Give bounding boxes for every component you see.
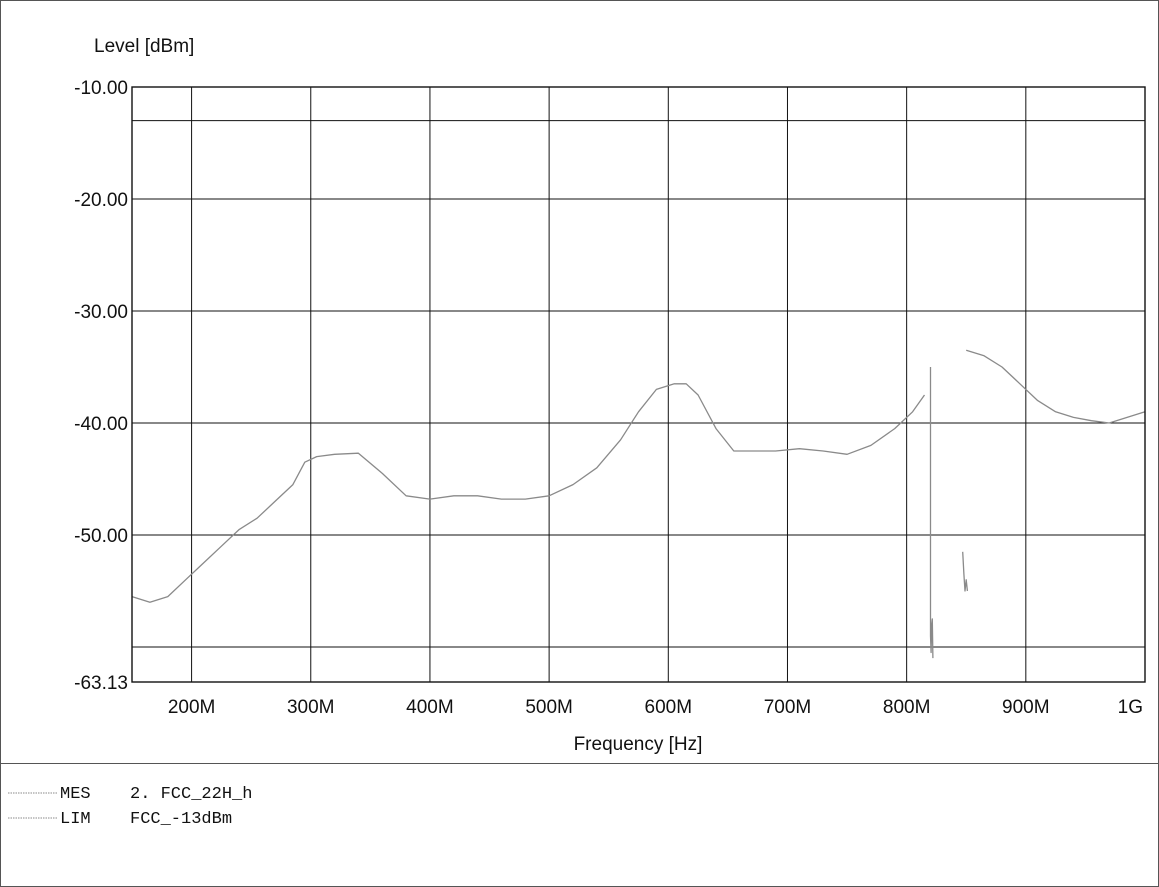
legend-tag-mes: MES	[60, 785, 91, 804]
y-tick-label: -20.00	[74, 190, 128, 211]
series-line-1	[966, 349, 1146, 424]
measurement-traces	[131, 349, 1146, 659]
series-line-3	[962, 551, 969, 592]
y-axis-label: Level [dBm]	[94, 36, 194, 57]
x-tick-label: 400M	[406, 697, 454, 718]
y-tick-labels: -10.00 -20.00 -30.00 -40.00 -50.00 -63.13	[74, 78, 128, 694]
x-tick-label: 200M	[168, 697, 216, 718]
legend-text-lim: FCC_-13dBm	[130, 810, 232, 829]
legend-tag-lim: LIM	[60, 810, 91, 829]
y-tick-label: -40.00	[74, 414, 128, 435]
y-tick-label: -50.00	[74, 526, 128, 547]
series-line-2	[929, 367, 934, 659]
legend-text-mes: 2. FCC_22H_h	[130, 785, 252, 804]
x-tick-label: 600M	[645, 697, 693, 718]
series-line-0	[131, 383, 926, 603]
y-tick-label: -63.13	[74, 673, 128, 694]
x-tick-label: 700M	[764, 697, 812, 718]
x-tick-label: 1G	[1118, 697, 1143, 718]
x-tick-label: 800M	[883, 697, 931, 718]
x-tick-labels: 200M 300M 400M 500M 600M 700M 800M 900M 1G	[168, 697, 1143, 718]
x-axis-label: Frequency [Hz]	[574, 734, 703, 755]
legend: MES 2. FCC_22H_h LIM FCC_-13dBm	[8, 785, 252, 829]
y-tick-label: -10.00	[74, 78, 128, 99]
legend-item-mes: MES 2. FCC_22H_h	[8, 785, 252, 804]
plot-area	[131, 86, 1146, 683]
x-tick-label: 500M	[525, 697, 573, 718]
x-tick-label: 300M	[287, 697, 335, 718]
x-tick-label: 900M	[1002, 697, 1050, 718]
legend-item-lim: LIM FCC_-13dBm	[8, 810, 232, 829]
y-tick-label: -30.00	[74, 302, 128, 323]
